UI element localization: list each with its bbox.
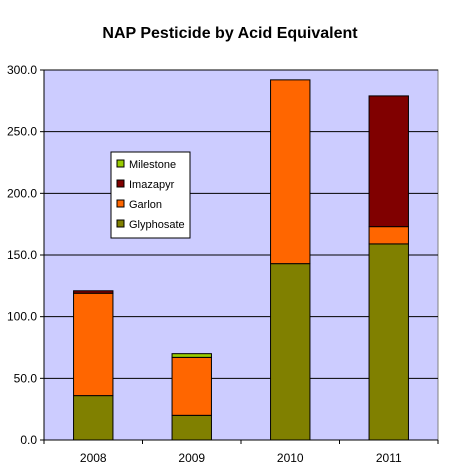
y-tick-label: 0.0: [20, 433, 37, 447]
y-tick-label: 250.0: [7, 125, 37, 139]
y-tick-label: 100.0: [7, 310, 37, 324]
bar-glyphosate-2010: [270, 263, 311, 441]
bar-glyphosate-2008: [73, 395, 114, 441]
bar-garlon-2008: [73, 292, 114, 397]
bar-milestone-2009: [171, 353, 212, 358]
legend: Milestone Imazapyr Garlon Glyphosate: [110, 151, 191, 239]
plot-area: 0.0 50.0 100.0 150.0 200.0 250.0 300.0 2008 2009…: [7, 63, 439, 465]
chart-title: NAP Pesticide by Acid Equivalent: [102, 25, 358, 42]
x-tick-label: 2009: [178, 451, 205, 465]
bar-garlon-2011: [368, 226, 409, 245]
bar-glyphosate-2009: [171, 414, 212, 441]
x-tick-label: 2011: [376, 451, 402, 465]
legend-swatch-garlon: [116, 199, 125, 208]
bar-imazapyr-2011: [368, 95, 409, 228]
legend-label-glyphosate: Glyphosate: [129, 219, 185, 231]
y-tick-label: 50.0: [14, 371, 38, 385]
bar-garlon-2009: [171, 356, 212, 416]
legend-swatch-imazapyr: [116, 179, 125, 188]
legend-label-garlon: Garlon: [129, 199, 162, 211]
y-tick-label: 200.0: [7, 186, 37, 200]
bar-glyphosate-2011: [368, 243, 409, 441]
legend-swatch-glyphosate: [116, 219, 125, 228]
y-tick-label: 150.0: [7, 248, 37, 262]
legend-swatch-milestone: [116, 159, 125, 168]
legend-label-milestone: Milestone: [129, 159, 176, 171]
bar-garlon-2010: [270, 79, 311, 265]
y-tick-label: 300.0: [7, 63, 37, 77]
x-tick-label: 2010: [277, 451, 304, 465]
bar-imazapyr-2008: [73, 290, 114, 294]
legend-label-imazapyr: Imazapyr: [129, 179, 175, 191]
x-tick-label: 2008: [80, 451, 107, 465]
